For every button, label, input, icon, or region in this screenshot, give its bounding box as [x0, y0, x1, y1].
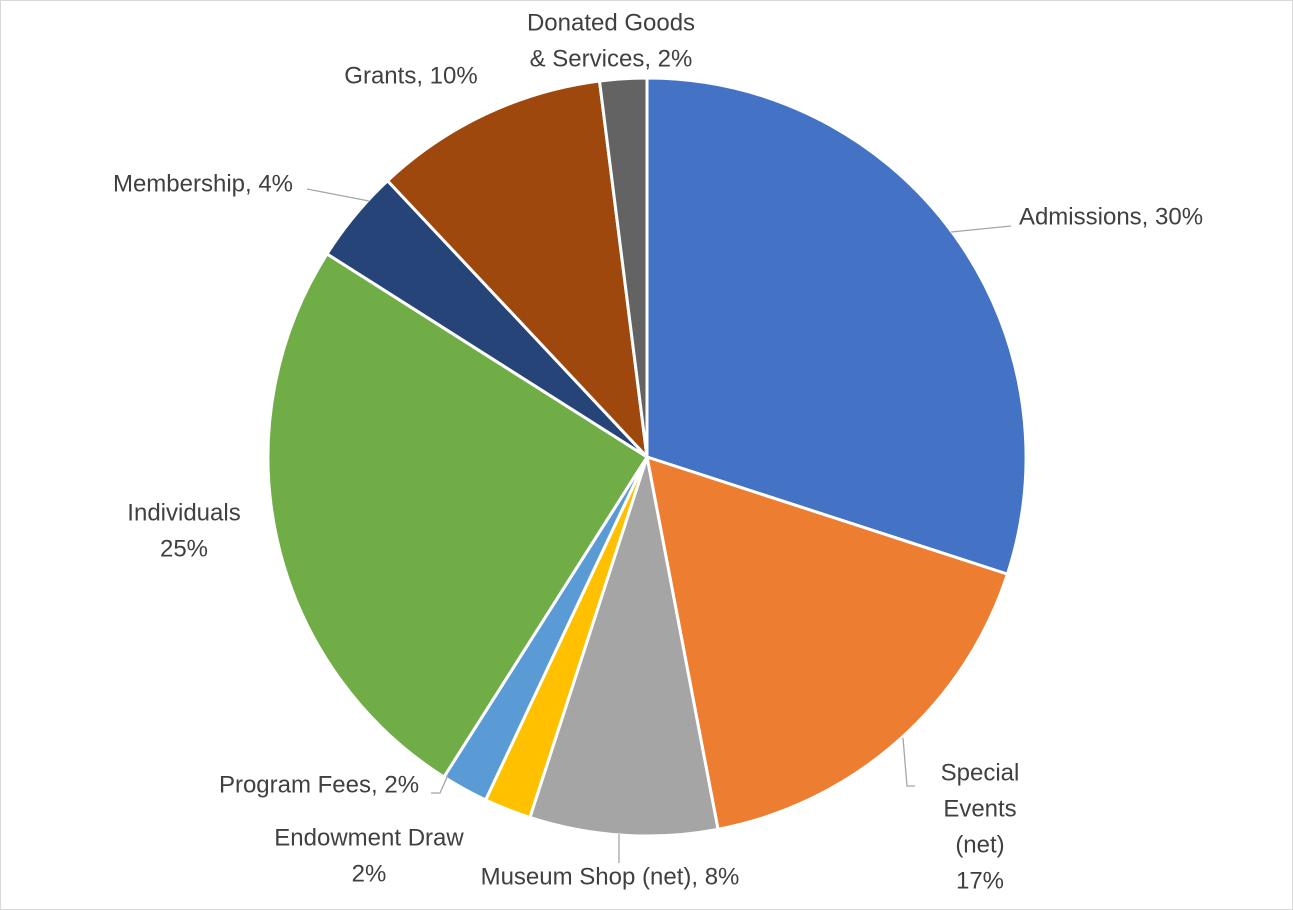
data-label-line: 2%: [352, 861, 387, 888]
data-label-line: Events: [943, 796, 1016, 823]
data-label-membership: Membership, 4%: [113, 171, 293, 198]
leader-line-membership: [306, 188, 370, 202]
data-label-line: 25%: [160, 536, 208, 563]
pie-slice-individuals: [266, 252, 649, 779]
pie-slice-donated-goods: [598, 76, 649, 459]
pie-slice-museum-shop: [528, 455, 720, 838]
data-label-line: Donated Goods: [527, 10, 695, 37]
data-label-special-events: Special Events (net) 17%: [941, 760, 1020, 895]
data-label-line: (net): [955, 832, 1004, 859]
data-label-line: Special: [941, 760, 1020, 787]
data-label-endowment-draw: Endowment Draw 2%: [274, 825, 464, 888]
data-labels: Admissions, 30% Special Events (net) 17% Muse…: [113, 10, 1203, 895]
pie-slice-grants: [386, 79, 649, 459]
leader-lines: [306, 188, 1012, 863]
data-label-line: & Services, 2%: [530, 46, 693, 73]
data-label-individuals: Individuals 25%: [127, 500, 240, 563]
data-label-museum-shop: Museum Shop (net), 8%: [481, 864, 740, 891]
data-label-program-fees: Program Fees, 2%: [219, 772, 419, 799]
data-label-line: Individuals: [127, 500, 240, 527]
data-label-line: Membership, 4%: [113, 171, 293, 198]
pie-slice-admissions: [645, 76, 1028, 576]
data-label-line: 17%: [956, 868, 1004, 895]
data-label-line: Grants, 10%: [344, 63, 477, 90]
leader-line-admissions: [950, 225, 1012, 233]
data-label-line: Admissions, 30%: [1019, 204, 1203, 231]
data-label-donated-goods: Donated Goods & Services, 2%: [527, 10, 695, 73]
pie-slices: [266, 76, 1028, 838]
pie-slice-special-events: [645, 455, 1009, 831]
data-label-grants: Grants, 10%: [344, 63, 477, 90]
data-label-line: Program Fees, 2%: [219, 772, 419, 799]
leader-line-program-fees: [431, 774, 449, 794]
leader-line-special-events: [902, 737, 915, 787]
data-label-line: Endowment Draw: [274, 825, 464, 852]
data-label-line: Museum Shop (net), 8%: [481, 864, 740, 891]
data-label-admissions: Admissions, 30%: [1019, 204, 1203, 231]
